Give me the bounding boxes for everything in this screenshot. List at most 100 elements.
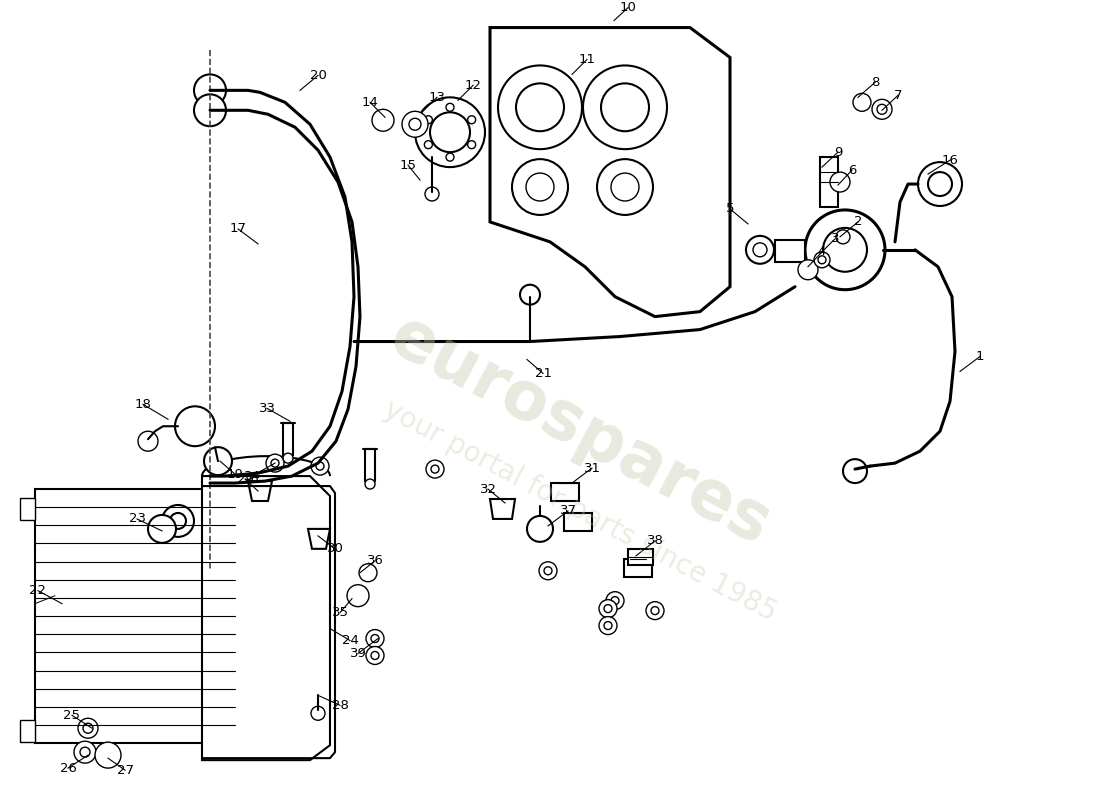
Circle shape	[431, 465, 439, 473]
Text: 26: 26	[59, 762, 76, 774]
Circle shape	[918, 162, 962, 206]
Circle shape	[371, 634, 380, 642]
Text: 37: 37	[560, 505, 576, 518]
Circle shape	[446, 153, 454, 161]
Bar	[624, 559, 652, 577]
Circle shape	[82, 723, 94, 734]
Text: 21: 21	[535, 367, 551, 380]
Text: 22: 22	[30, 584, 46, 597]
Circle shape	[928, 172, 952, 196]
Circle shape	[836, 230, 850, 244]
Circle shape	[311, 457, 329, 475]
Circle shape	[426, 460, 444, 478]
Bar	[564, 513, 592, 531]
Circle shape	[468, 116, 475, 124]
Text: 14: 14	[362, 96, 378, 109]
Circle shape	[365, 479, 375, 489]
Circle shape	[601, 83, 649, 131]
Circle shape	[371, 651, 380, 659]
Text: 3: 3	[830, 232, 839, 246]
Text: 27: 27	[117, 763, 133, 777]
Circle shape	[78, 718, 98, 738]
Text: 20: 20	[309, 69, 327, 82]
Circle shape	[814, 252, 830, 268]
Circle shape	[798, 260, 818, 280]
Text: 19: 19	[227, 467, 243, 481]
Circle shape	[311, 706, 324, 720]
Text: 13: 13	[429, 91, 446, 104]
Circle shape	[610, 597, 619, 605]
Circle shape	[512, 159, 568, 215]
Text: 17: 17	[230, 222, 246, 235]
Circle shape	[597, 159, 653, 215]
Circle shape	[316, 462, 324, 470]
Circle shape	[194, 74, 226, 106]
Circle shape	[366, 646, 384, 665]
Bar	[20, 498, 35, 520]
Circle shape	[468, 141, 475, 149]
Circle shape	[539, 562, 557, 580]
Circle shape	[830, 172, 850, 192]
Text: 11: 11	[579, 53, 595, 66]
Polygon shape	[202, 476, 330, 760]
Text: 32: 32	[480, 482, 496, 495]
Circle shape	[204, 447, 232, 475]
Circle shape	[366, 630, 384, 647]
Text: 12: 12	[464, 79, 482, 92]
Text: 18: 18	[134, 398, 152, 411]
Circle shape	[651, 606, 659, 614]
Circle shape	[425, 187, 439, 201]
Text: 15: 15	[399, 158, 417, 172]
Text: 2: 2	[854, 215, 862, 229]
Circle shape	[544, 566, 552, 574]
Circle shape	[526, 173, 554, 201]
Circle shape	[430, 112, 470, 152]
Text: 39: 39	[350, 647, 366, 660]
Circle shape	[170, 513, 186, 529]
Circle shape	[604, 622, 612, 630]
Circle shape	[138, 431, 158, 451]
Text: 30: 30	[327, 542, 343, 555]
Circle shape	[583, 66, 667, 149]
Circle shape	[283, 453, 293, 463]
Circle shape	[425, 116, 432, 124]
Polygon shape	[490, 499, 515, 519]
Circle shape	[415, 98, 485, 167]
Text: 8: 8	[871, 76, 879, 89]
Text: 29: 29	[236, 473, 253, 486]
Text: 28: 28	[331, 699, 349, 712]
Text: 34: 34	[243, 470, 261, 482]
Bar	[283, 423, 293, 455]
Circle shape	[446, 103, 454, 111]
Text: 25: 25	[64, 709, 80, 722]
Text: 31: 31	[583, 462, 601, 474]
Circle shape	[600, 600, 617, 618]
Text: your portal for parts since 1985: your portal for parts since 1985	[378, 395, 781, 626]
Bar	[551, 483, 579, 501]
Text: 5: 5	[726, 202, 735, 215]
Polygon shape	[248, 481, 272, 501]
Text: 36: 36	[366, 554, 384, 567]
Polygon shape	[308, 529, 330, 549]
Circle shape	[754, 243, 767, 257]
Circle shape	[74, 741, 96, 763]
Circle shape	[402, 111, 428, 138]
Circle shape	[872, 99, 892, 119]
Text: 16: 16	[942, 154, 958, 166]
Bar	[20, 720, 35, 742]
Circle shape	[610, 173, 639, 201]
Text: 24: 24	[342, 634, 359, 647]
Circle shape	[746, 236, 774, 264]
Circle shape	[520, 285, 540, 305]
Circle shape	[409, 118, 421, 130]
Text: eurospares: eurospares	[378, 303, 782, 559]
Circle shape	[95, 742, 121, 768]
Circle shape	[516, 83, 564, 131]
Circle shape	[175, 406, 214, 446]
Text: 23: 23	[129, 513, 145, 526]
Text: 6: 6	[848, 163, 856, 177]
Circle shape	[162, 505, 194, 537]
Bar	[35, 489, 235, 743]
Circle shape	[600, 617, 617, 634]
Circle shape	[818, 256, 826, 264]
